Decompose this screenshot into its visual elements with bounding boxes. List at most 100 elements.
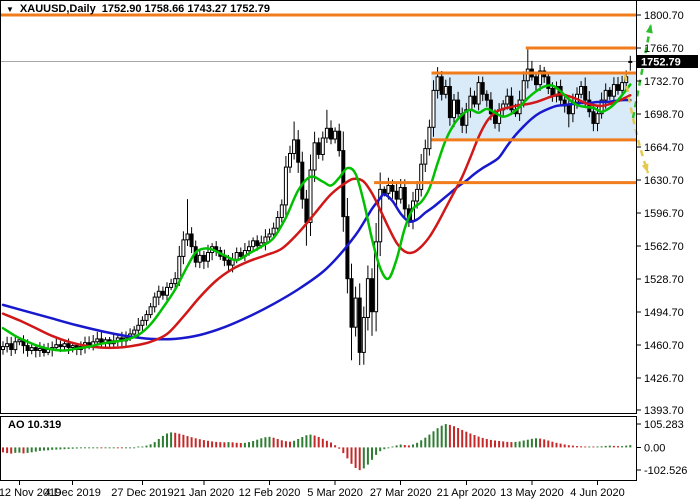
date-tick-label: 27 Mar 2020 [370,487,432,499]
candle-bull [435,76,440,91]
ao-histogram [2,424,632,471]
candle-bull [374,241,379,313]
price-tick-label: 1494.70 [644,307,684,319]
candle-bear [189,233,194,248]
candle-bear [566,105,571,115]
candle-bull [505,95,510,105]
candle-bull [152,296,157,308]
candle-bear [329,127,333,140]
candle-bull [144,314,149,321]
candle-bear [226,259,231,266]
candle-bull [320,137,325,155]
price-tick-label: 1630.70 [644,175,684,187]
candle-bull [452,99,456,119]
candle-bull [70,345,75,349]
candle-bear [99,338,104,344]
candle-bull [603,89,608,101]
date-tick-label: 13 May 2020 [500,487,564,499]
candle-bull [140,319,145,326]
candle-bull [611,84,616,97]
symbol-dropdown-icon[interactable]: ▼ [6,4,14,14]
candle-bull [525,68,530,82]
candle-bull [279,204,284,218]
date-tick-label: 12 Nov 2019 [0,487,61,499]
candle-bull [177,255,182,280]
price-tick-label: 1460.70 [644,340,684,352]
date-tick-label: 4 Dec 2019 [45,487,101,499]
candle-bull [267,233,272,238]
candle-bull [1,346,5,351]
current-price-label-bg [637,54,698,68]
ao-tick-label: -102.526 [644,465,687,477]
down-trend-arrow [623,74,650,174]
price-tick-label: 1393.70 [644,405,684,417]
candle-bull [54,344,59,349]
candle-bear [382,188,387,194]
up-trend-arrow [631,23,653,119]
chart-title: ▼ XAUUSD,Daily 1752.90 1758.66 1743.27 1… [6,3,270,15]
candle-bear [238,252,243,257]
candle-bear [255,240,260,247]
price-tick-label: 1800.70 [644,10,684,22]
price-tick-label: 1698.70 [644,109,684,121]
candle-bull [431,89,436,128]
candle-bull [361,317,366,353]
candle-bull [423,148,428,165]
candle-bull [5,343,10,348]
candle-bear [9,343,14,351]
candle-bear [509,95,514,111]
ao-panel-border [0,416,637,481]
candle-bear [488,99,493,115]
price-tick-label: 1562.70 [644,241,684,253]
candle-bull [476,82,481,105]
candle-bear [394,190,399,200]
price-tick-label: 1426.70 [644,373,684,385]
candle-bear [58,344,63,348]
candle-bull [579,86,584,95]
candle-bull [37,348,42,352]
date-tick-label: 5 Mar 2020 [307,487,363,499]
candle-bull [165,286,169,296]
price-tick-label: 1528.70 [644,274,684,286]
candle-bull [595,113,600,124]
candle-bull [169,283,174,288]
candle-bull [271,227,276,235]
candle-bull [148,306,153,316]
candle-bull [365,278,370,319]
candle-bull [136,324,141,331]
candle-bear [628,60,633,63]
candle-bull [620,82,625,91]
candle-bear [296,139,301,163]
candle-bear [402,187,407,210]
candle-bull [464,109,469,126]
candle-bull [324,127,329,139]
candle-bear [201,254,206,262]
candle-bull [427,126,432,150]
down-trend-arrowhead [641,163,649,173]
candle-bull [521,80,526,101]
candle-bear [316,142,321,155]
slow-ma-line [1,98,632,341]
date-tick-label: 21 Apr 2020 [437,487,496,499]
date-tick-label: 21 Jan 2020 [174,487,235,499]
candle-bear [357,297,362,353]
candle-bear [370,278,374,313]
candle-bull [234,252,239,260]
ao-tick-label: 105.283 [644,419,684,431]
candle-bear [480,82,485,95]
candle-bear [337,130,342,152]
candle-bull [197,254,202,263]
candle-bear [534,76,538,86]
candle-bear [390,185,395,192]
candle-bear [587,99,592,113]
candle-bull [29,347,34,352]
candle-bear [583,86,588,101]
candle-bear [304,198,309,223]
candle-bull [419,163,424,190]
current-price-label: 1752.79 [641,56,681,68]
price-tick-label: 1596.70 [644,208,684,220]
candle-bull [62,343,67,348]
candle-bull [538,70,543,86]
